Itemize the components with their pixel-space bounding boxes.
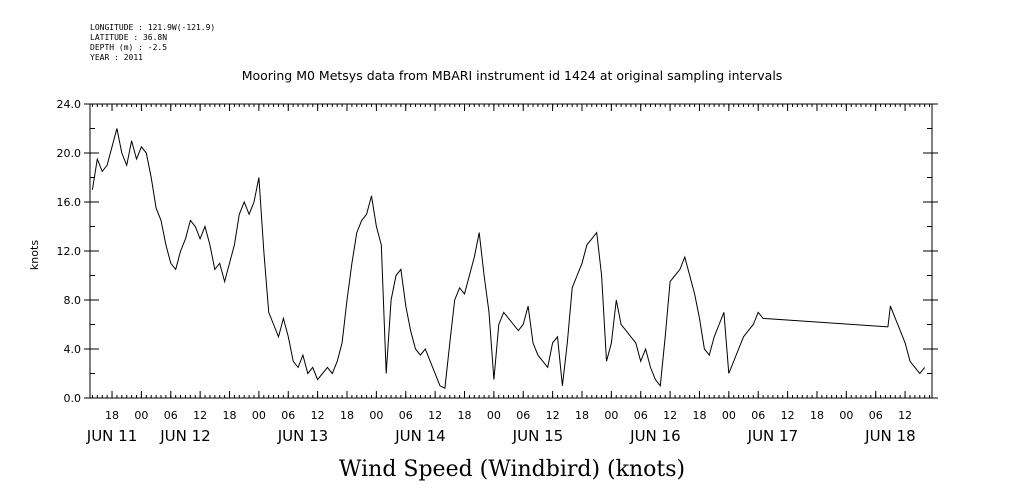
y-tick-label: 24.0 (57, 98, 82, 111)
x-tick-label: 00 (134, 409, 148, 422)
x-tick-label: 06 (516, 409, 530, 422)
x-tick-label: 00 (604, 409, 618, 422)
x-tick-label: 06 (751, 409, 765, 422)
x-tick-label: 18 (223, 409, 237, 422)
x-tick-label: 06 (634, 409, 648, 422)
x-day-label: JUN 13 (277, 427, 328, 445)
y-axis: 0.0 4.0 8.0 12.0 16.0 20.0 24.0 (57, 98, 938, 405)
x-tick-label: 00 (369, 409, 383, 422)
x-tick-label: 18 (692, 409, 706, 422)
x-tick-label: 18 (810, 409, 824, 422)
x-tick-label: 18 (105, 409, 119, 422)
plot-frame (89, 103, 933, 399)
x-tick-label: 06 (399, 409, 413, 422)
x-tick-label: 00 (722, 409, 736, 422)
x-tick-label: 06 (869, 409, 883, 422)
x-tick-label: 12 (663, 409, 677, 422)
latitude-text: LATITUDE : 36.8N (90, 33, 167, 42)
y-tick-label: 0.0 (64, 392, 82, 405)
x-tick-label: 18 (575, 409, 589, 422)
x-tick-label: 06 (281, 409, 295, 422)
x-tick-label: 00 (839, 409, 853, 422)
x-tick-label: 12 (898, 409, 912, 422)
x-day-label: JUN 16 (629, 427, 680, 445)
depth-text: DEPTH (m) : -2.5 (90, 43, 167, 52)
y-tick-label: 20.0 (57, 147, 82, 160)
x-tick-label: 12 (781, 409, 795, 422)
series-line (91, 128, 926, 389)
x-day-label: JUN 17 (747, 427, 798, 445)
data-series (91, 128, 926, 389)
x-day-label: JUN 12 (159, 427, 210, 445)
x-tick-label: 12 (546, 409, 560, 422)
chart-title: Mooring M0 Metsys data from MBARI instru… (242, 68, 783, 83)
y-tick-label: 8.0 (64, 294, 82, 307)
year-text: YEAR : 2011 (90, 53, 143, 62)
x-axis: 18 00 06 12 18 00 06 12 18 00 06 12 18 00 06 12 18 00 06 12… (86, 104, 916, 445)
x-tick-label: 12 (428, 409, 442, 422)
y-axis-label: knots (28, 240, 41, 270)
y-tick-label: 4.0 (64, 343, 82, 356)
x-tick-label: 12 (193, 409, 207, 422)
x-tick-label: 00 (252, 409, 266, 422)
x-day-label: JUN 15 (512, 427, 563, 445)
minor-ticks (90, 103, 932, 399)
x-tick-label: 00 (487, 409, 501, 422)
x-tick-label: 12 (311, 409, 325, 422)
x-tick-label: 18 (457, 409, 471, 422)
x-day-label: JUN 18 (864, 427, 915, 445)
x-day-label: JUN 14 (394, 427, 445, 445)
longitude-text: LONGITUDE : 121.9W(-121.9) (90, 23, 215, 32)
y-tick-label: 12.0 (57, 245, 82, 258)
x-axis-label: Wind Speed (Windbird) (knots) (339, 457, 685, 482)
x-day-label: JUN 11 (86, 427, 137, 445)
x-tick-label: 18 (340, 409, 354, 422)
y-tick-label: 16.0 (57, 196, 82, 209)
x-tick-label: 06 (164, 409, 178, 422)
